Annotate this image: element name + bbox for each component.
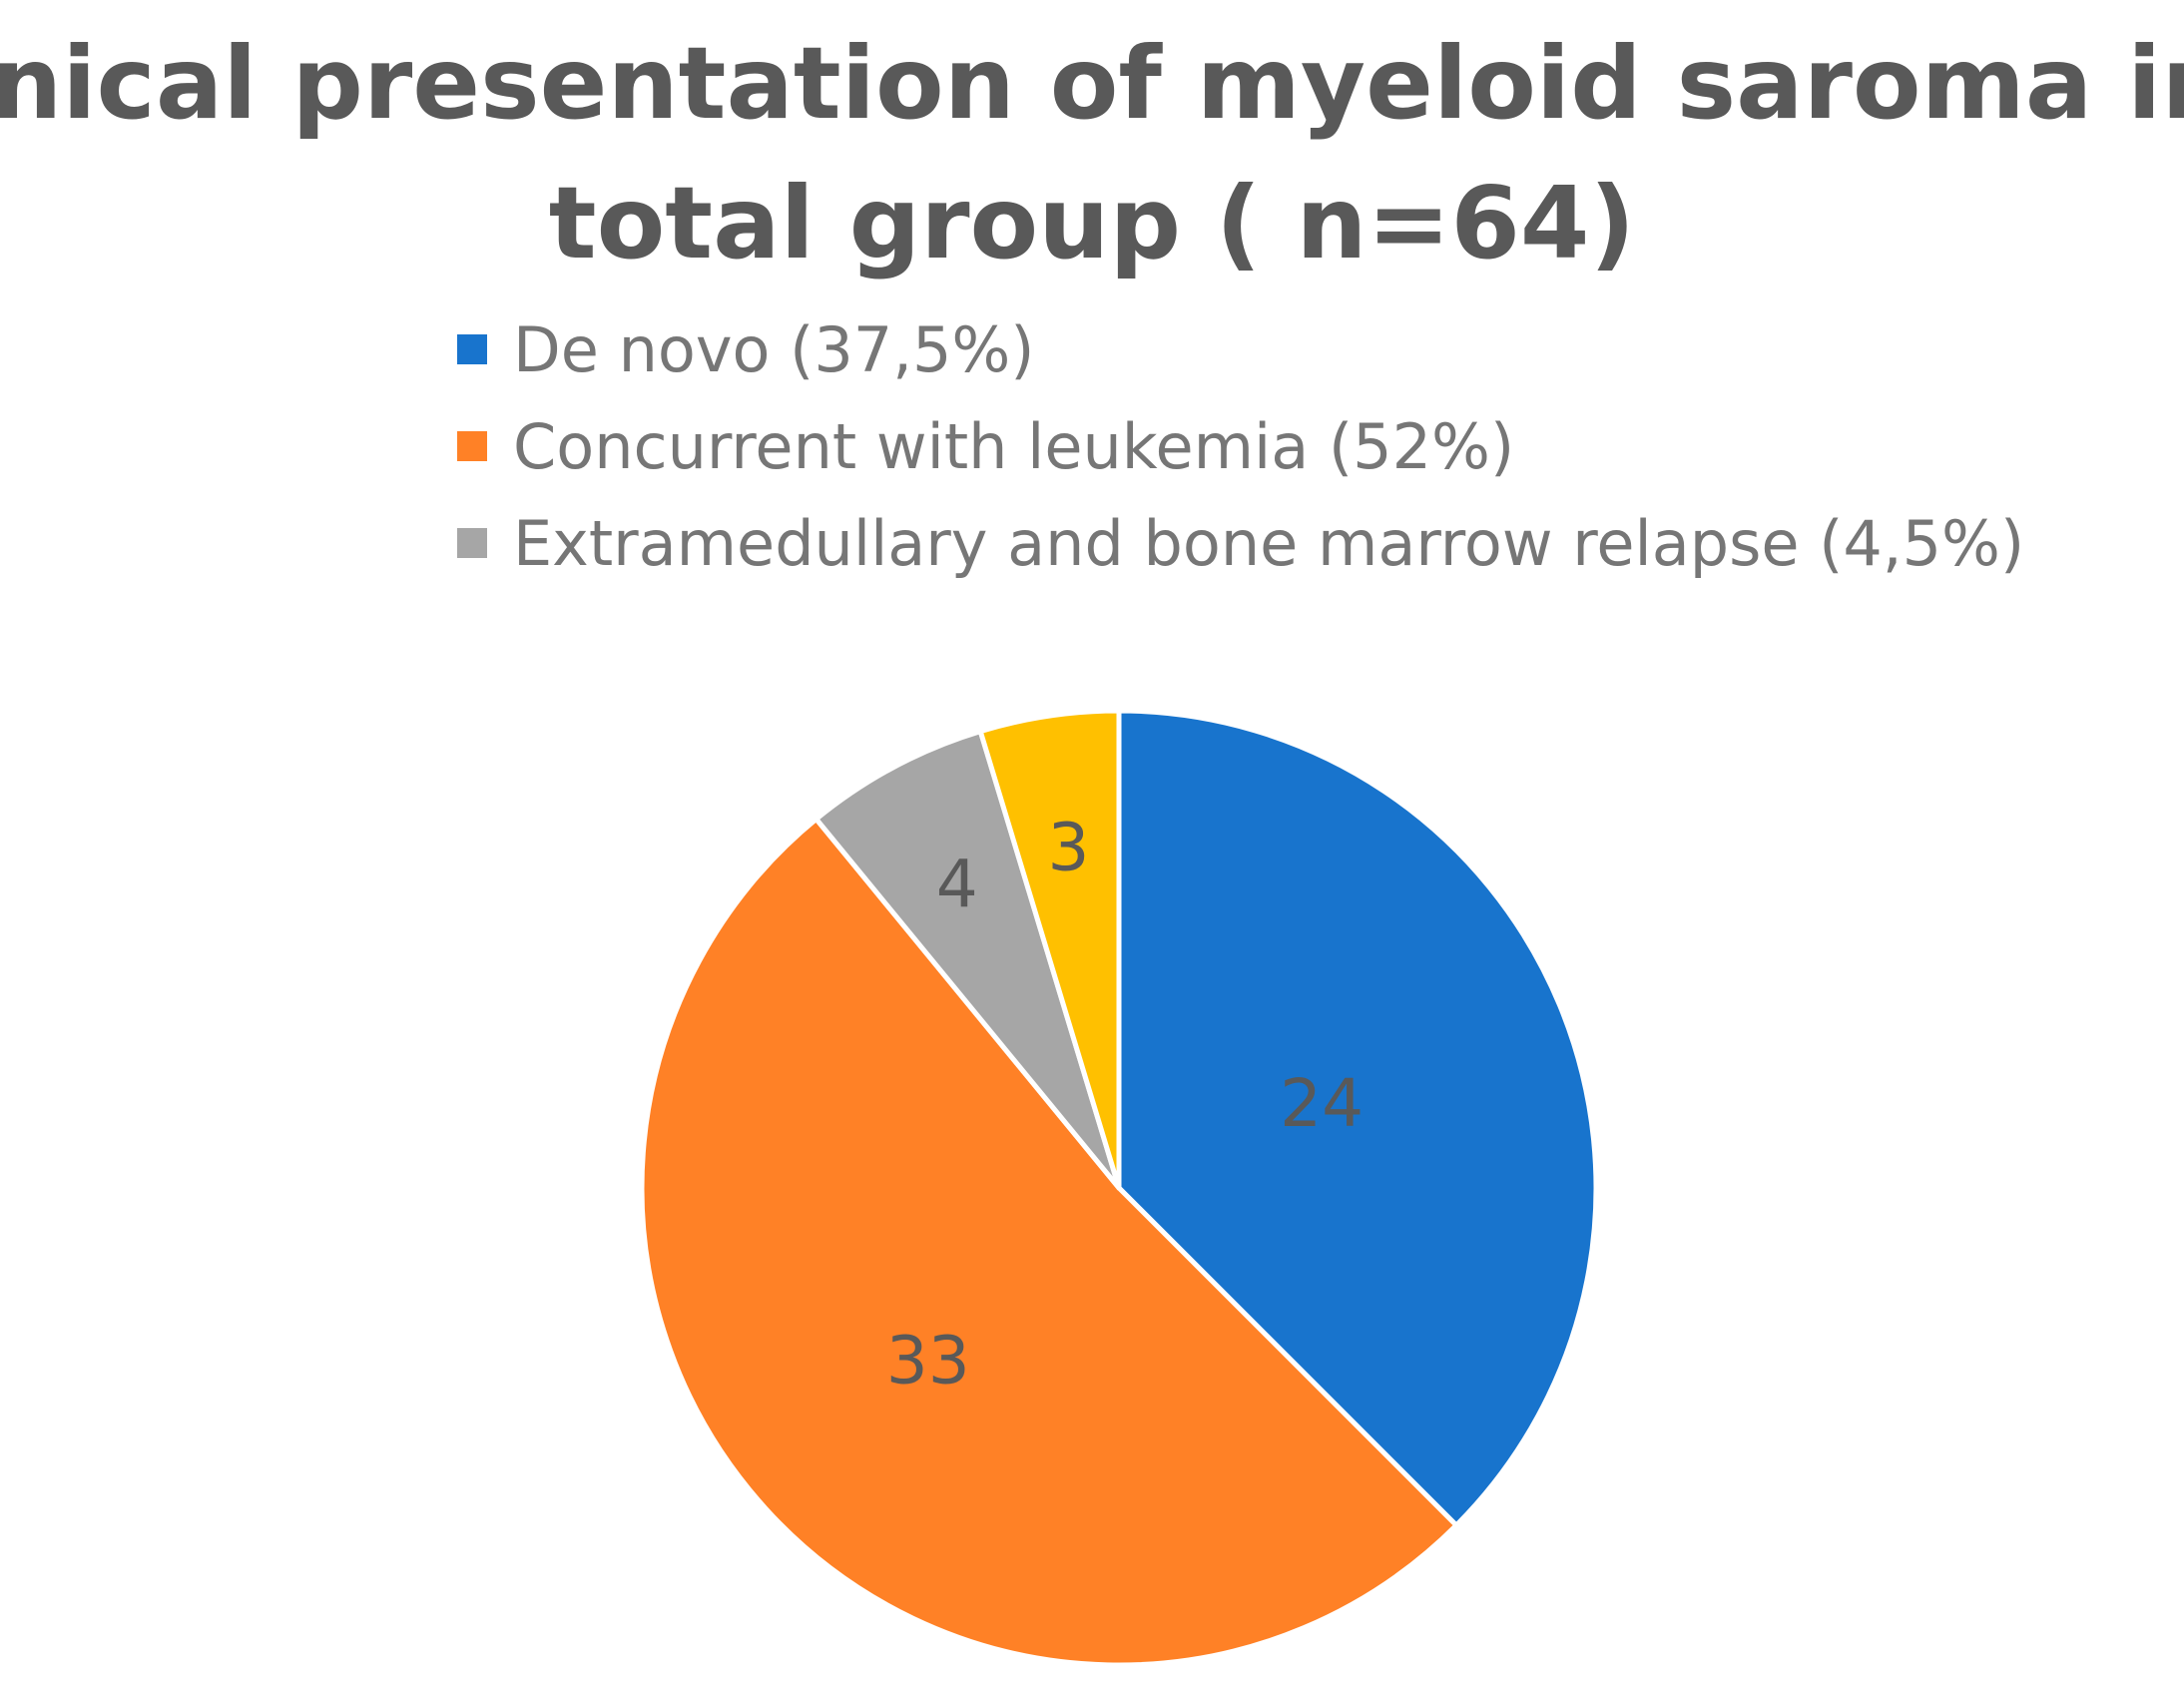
pie-slice bbox=[1116, 708, 1599, 1528]
chart-title: Clinical presentation of myeloid saroma … bbox=[0, 25, 2184, 282]
legend-swatch bbox=[457, 528, 487, 558]
pie-data-label: 3 bbox=[1048, 810, 1090, 886]
legend-label: Concurrent with leukemia (52%) bbox=[513, 410, 1514, 483]
legend-label: De novo (37,5%) bbox=[513, 313, 1035, 386]
legend-swatch bbox=[457, 334, 487, 364]
pie-slices bbox=[639, 708, 1599, 1668]
chart-title-line-1: Clinical presentation of myeloid saroma … bbox=[0, 25, 2184, 142]
pie-slice bbox=[814, 729, 1122, 1191]
pie-slice bbox=[639, 817, 1459, 1668]
pie-data-label: 33 bbox=[886, 1322, 970, 1399]
pie-data-labels: 24 33 4 3 bbox=[886, 810, 1364, 1400]
legend-label: Extramedullary and bone marrow relapse (… bbox=[513, 507, 2024, 580]
legend: De novo (37,5%) Concurrent with leukemia … bbox=[457, 313, 2024, 580]
legend-item: De novo (37,5%) bbox=[457, 313, 1035, 386]
legend-item: Extramedullary and bone marrow relapse (… bbox=[457, 507, 2024, 580]
pie-data-label: 24 bbox=[1280, 1065, 1364, 1142]
pie-data-label: 4 bbox=[936, 846, 978, 922]
pie-slice bbox=[977, 708, 1122, 1191]
legend-swatch bbox=[457, 431, 487, 461]
legend-item: Concurrent with leukemia (52%) bbox=[457, 410, 1514, 483]
chart-title-line-2: total group ( n=64) bbox=[549, 165, 1635, 282]
